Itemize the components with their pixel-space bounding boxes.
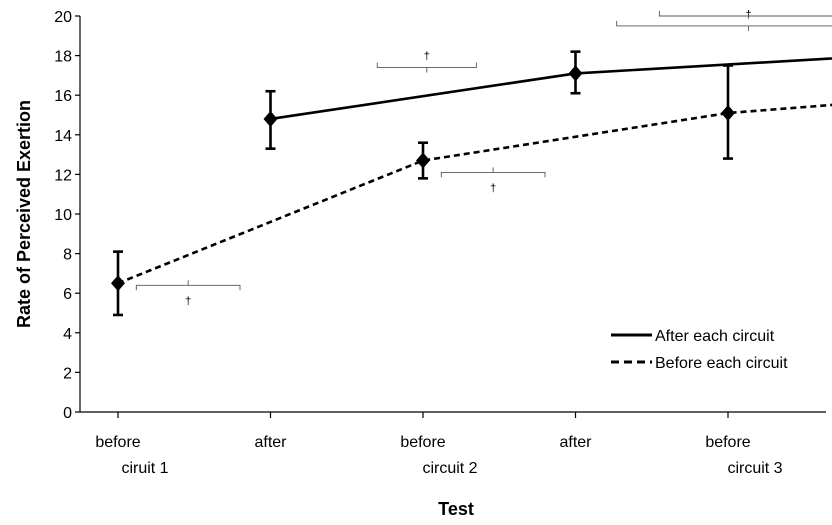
- x-tick-label: before: [95, 434, 140, 451]
- x-tick-label: after: [254, 434, 287, 451]
- y-tick-label: 4: [63, 326, 72, 343]
- x-tick-label: after: [559, 434, 592, 451]
- series-line-after: [270, 57, 832, 121]
- y-axis-title: Rate of Perceived Exertion: [14, 100, 34, 328]
- legend-label-before: Before each circuit: [655, 355, 788, 372]
- data-point-before: [111, 275, 125, 292]
- x-tick-group-label: circuit 2: [422, 460, 477, 477]
- data-point-before: [416, 152, 430, 169]
- x-tick-label: before: [705, 434, 750, 451]
- x-axis-title: Test: [438, 499, 474, 519]
- y-tick-label: 10: [54, 207, 72, 224]
- significance-brackets: † † † †: [135, 9, 832, 307]
- significance-label: †: [746, 9, 752, 21]
- y-tick-label: 2: [63, 365, 72, 382]
- significance-label: †: [185, 295, 191, 307]
- significance-label: †: [424, 50, 430, 62]
- x-tick-group-label: ciruit 1: [121, 460, 168, 477]
- y-tick-label: 12: [54, 167, 72, 184]
- significance-bracket: [616, 20, 832, 27]
- data-point-before: [721, 105, 735, 122]
- data-series: [111, 50, 832, 317]
- significance-bracket: [658, 11, 832, 17]
- significance-bracket: [376, 62, 477, 68]
- significance-label: †: [490, 182, 496, 194]
- x-tick-group-label: circuit 3: [727, 460, 782, 477]
- y-tick-label: 6: [63, 286, 72, 303]
- y-tick-label: 0: [63, 405, 72, 422]
- legend-label-after: After each circuit: [655, 328, 775, 345]
- x-tick-label: before: [400, 434, 445, 451]
- data-point-after: [568, 65, 583, 82]
- y-tick-label: 18: [54, 49, 72, 66]
- axes: 0 2 4 6 8 10 12 14 16 18 20 before ciruit 1 after befo…: [54, 9, 826, 477]
- y-tick-label: 16: [54, 88, 72, 105]
- data-point-after: [263, 110, 278, 127]
- significance-bracket: [440, 171, 546, 178]
- y-tick-label: 8: [63, 247, 72, 264]
- significance-bracket: [135, 284, 241, 291]
- legend: After each circuit Before each circuit: [611, 328, 788, 372]
- y-tick-label: 20: [54, 9, 72, 26]
- y-tick-label: 14: [54, 128, 72, 145]
